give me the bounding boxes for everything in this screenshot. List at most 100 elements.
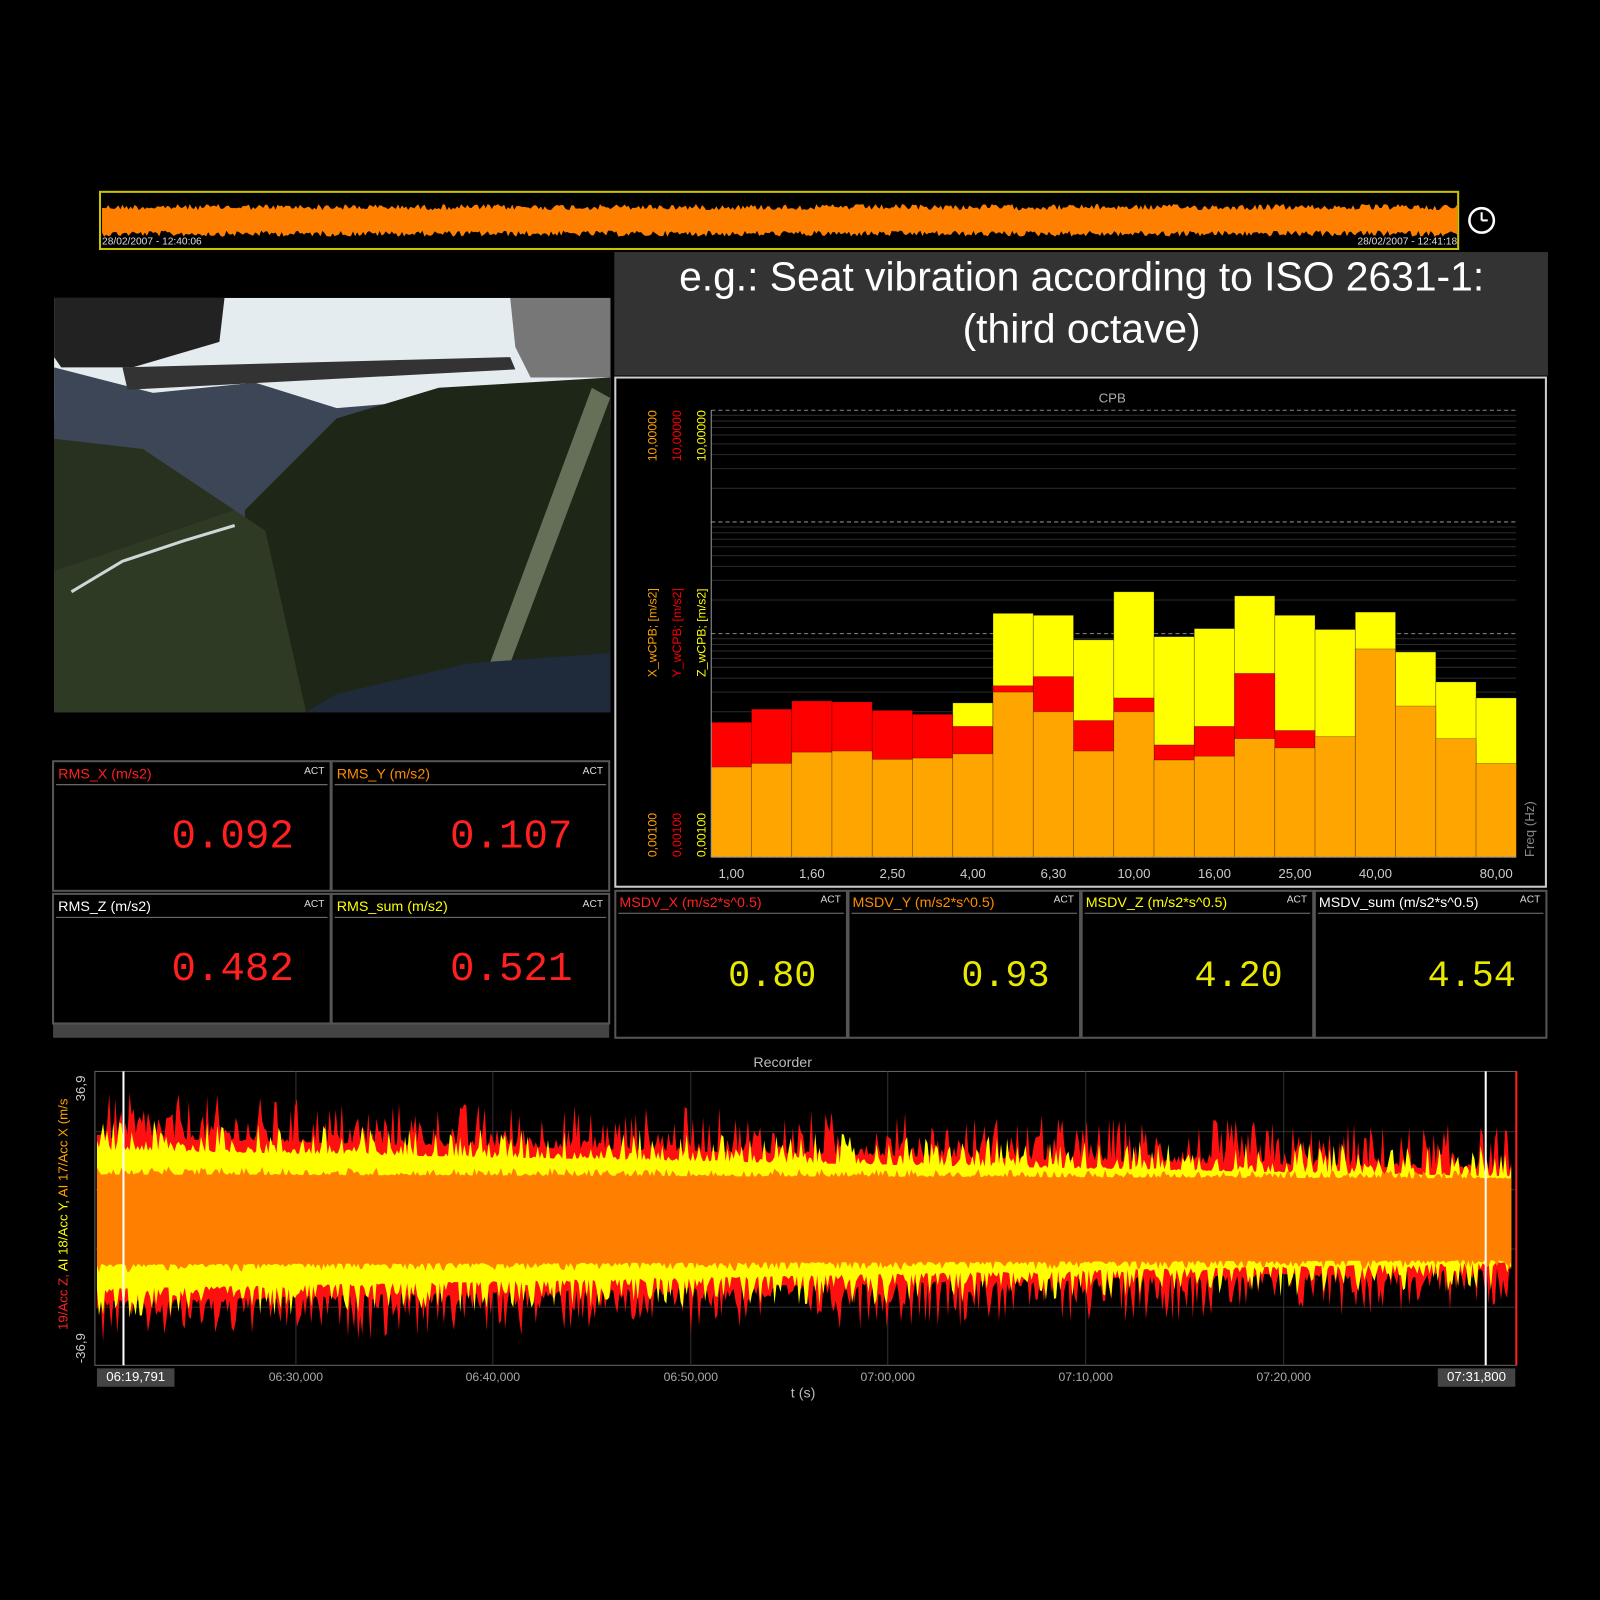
bar xyxy=(1193,755,1235,858)
x-tick-box xyxy=(1437,1368,1516,1387)
bar xyxy=(791,751,833,858)
meter-panel xyxy=(52,760,332,892)
title-panel: e.g.: Seat vibration according to ISO 26… xyxy=(614,252,1548,376)
meter-label: MSDV_Z (m/s2*s^0.5) xyxy=(1086,895,1227,911)
x-tick-label: 06:50,000 xyxy=(664,1370,719,1384)
meter-label: RMS_X (m/s2) xyxy=(58,766,152,782)
meter-value: 4.54 xyxy=(1428,956,1516,998)
overview-wave xyxy=(102,204,1458,237)
title-line: e.g.: Seat vibration according to ISO 26… xyxy=(679,253,1484,299)
x-tick-label: 4,00 xyxy=(960,866,986,881)
bar xyxy=(1475,763,1517,858)
x-axis-title: Freq (Hz) xyxy=(1522,801,1537,857)
wave-x xyxy=(96,1166,1512,1273)
bar xyxy=(1314,736,1356,858)
bar xyxy=(871,759,913,858)
meters: RMS_X (m/s2) ACT 0.092 RMS_Y (m/s2) ACT 0.107… xyxy=(52,760,1548,1039)
x-tick-label: 07:20,000 xyxy=(1256,1370,1311,1384)
meter-status: ACT xyxy=(304,899,324,910)
recorder-title: Recorder xyxy=(753,1055,812,1071)
bar xyxy=(1032,711,1074,858)
meter-panel xyxy=(614,889,848,1039)
meter-panel xyxy=(52,892,332,1025)
x-tick-label: 16,00 xyxy=(1198,866,1231,881)
meter-status: ACT xyxy=(583,766,603,777)
y-tick-label: 10,00000 xyxy=(645,410,659,461)
bar xyxy=(831,750,873,858)
recorder: Recorder t (s) 06:19,791 06:30,000 06:40,0… xyxy=(55,1055,1518,1402)
clock-icon[interactable] xyxy=(1468,206,1496,234)
meter-panel xyxy=(330,760,611,892)
meter-value: 0.521 xyxy=(450,947,572,993)
meter-value: 0.80 xyxy=(728,956,816,998)
meter-footer xyxy=(53,1023,610,1038)
x-tick-label: 07:31,800 xyxy=(1447,1369,1506,1384)
bar xyxy=(992,691,1034,858)
x-tick-label: 06:30,000 xyxy=(269,1370,324,1384)
x-tick-label: 07:10,000 xyxy=(1058,1370,1113,1384)
meter-label: MSDV_X (m/s2*s^0.5) xyxy=(619,895,761,911)
overview[interactable]: 28/02/2007 - 12:40:06 28/02/2007 - 12:41… xyxy=(98,190,1460,250)
meter-panel xyxy=(330,892,611,1025)
y-tick-label: 10,00000 xyxy=(694,410,708,461)
meter-label: MSDV_sum (m/s2*s^0.5) xyxy=(1319,895,1479,911)
meter-label: RMS_Z (m/s2) xyxy=(58,899,151,915)
x-tick-label: 06:19,791 xyxy=(106,1369,165,1384)
meter-panel xyxy=(1080,889,1315,1039)
bar xyxy=(952,753,994,858)
bar xyxy=(1113,711,1155,858)
y-tick-label: 0,00100 xyxy=(670,813,684,857)
y-axis-title-part: 19/Acc Z, xyxy=(55,1274,70,1330)
cpb-chart: CPB Freq (Hz) 1,00 1,60 2,50 4,00 6,30 10,00 1… xyxy=(614,376,1547,888)
y-axis-title: X_wCPB; [m/s2] xyxy=(645,588,659,677)
meter-status: ACT xyxy=(583,899,603,910)
meter-status: ACT xyxy=(1520,895,1540,906)
y-axis-title: Z_wCPB; [m/s2] xyxy=(694,588,708,676)
y-tick-label: -36,9 xyxy=(73,1333,88,1363)
recorder-x-title: t (s) xyxy=(791,1386,816,1402)
meter-label: MSDV_Y (m/s2*s^0.5) xyxy=(853,895,995,911)
meter-status: ACT xyxy=(1287,895,1307,906)
y-axis-title-part: AI 18/Acc Y, xyxy=(55,1200,70,1274)
y-tick-label: 10,00000 xyxy=(670,410,684,461)
meter-value: 0.93 xyxy=(961,956,1049,998)
video xyxy=(54,297,611,713)
y-axis-title: 19/Acc Z, AI 18/Acc Y, AI 17/Acc X (m/s xyxy=(55,1098,70,1330)
x-tick-label: 25,00 xyxy=(1278,866,1311,881)
meter-status: ACT xyxy=(1054,895,1074,906)
x-tick-label: 1,60 xyxy=(799,866,825,881)
x-tick-label: 6,30 xyxy=(1040,866,1066,881)
overview-end: 28/02/2007 - 12:41:18 xyxy=(1357,237,1457,248)
meter-value: 0.107 xyxy=(450,815,572,861)
bar xyxy=(1435,738,1477,858)
bar xyxy=(751,763,793,858)
meter-status: ACT xyxy=(304,766,324,777)
y-axis-title-part: AI 17/Acc X (m/s xyxy=(55,1098,70,1200)
x-tick-label: 06:40,000 xyxy=(466,1370,521,1384)
x-tick-label: 1,00 xyxy=(718,866,744,881)
y-tick-label: 0,00100 xyxy=(645,813,659,857)
x-tick-label: 10,00 xyxy=(1117,866,1150,881)
bar xyxy=(1354,648,1396,858)
x-tick-label: 2,50 xyxy=(879,866,905,881)
x-tick-label: 80,00 xyxy=(1480,866,1513,881)
x-tick-label: 40,00 xyxy=(1359,866,1392,881)
y-axis-title: Y_wCPB; [m/s2] xyxy=(670,588,684,677)
overview-start: 28/02/2007 - 12:40:06 xyxy=(102,237,202,248)
meter-label: RMS_sum (m/s2) xyxy=(337,899,448,915)
meter-label: RMS_Y (m/s2) xyxy=(337,766,430,782)
bar xyxy=(1234,738,1276,858)
chart-title: CPB xyxy=(1099,390,1126,405)
x-tick-label: 07:00,000 xyxy=(861,1370,916,1384)
y-tick-label: 0,00100 xyxy=(694,813,708,857)
bar xyxy=(1274,747,1316,858)
meter-panel xyxy=(847,889,1082,1039)
meter-value: 4.20 xyxy=(1195,956,1283,998)
meter-value: 0.092 xyxy=(171,815,293,861)
bar xyxy=(912,757,954,858)
bar xyxy=(1073,750,1115,858)
meter-panel xyxy=(1313,889,1548,1039)
